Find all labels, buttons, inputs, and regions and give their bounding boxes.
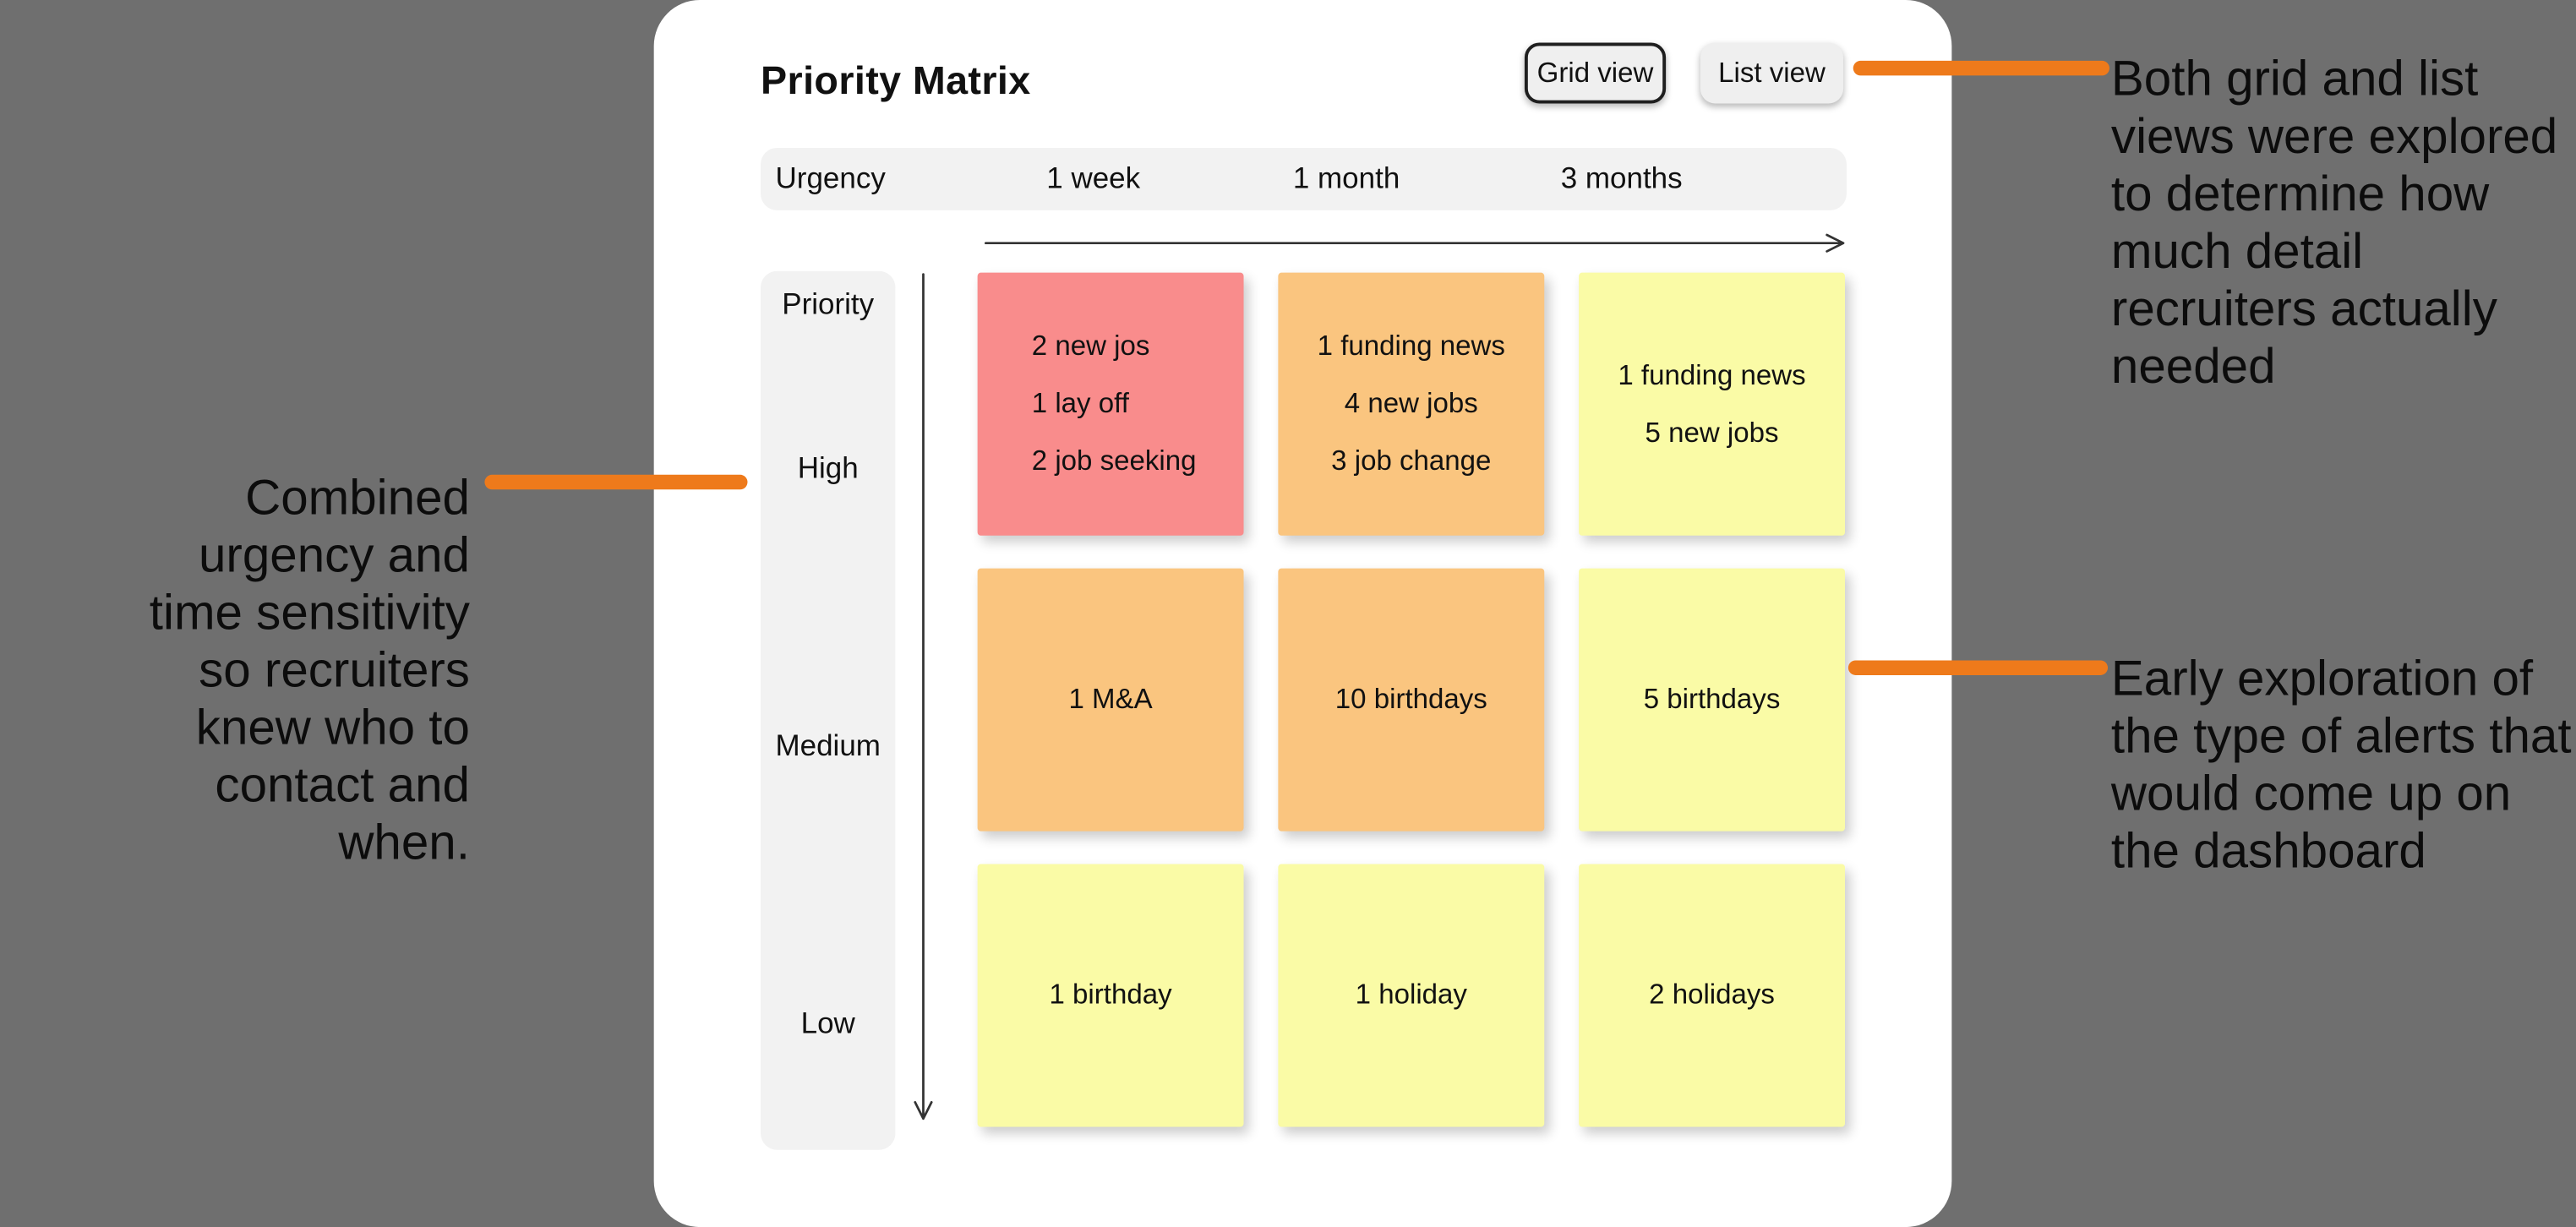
note-line: 1 lay off [1031,387,1129,419]
annotation-alerts: Early exploration of the type of alerts … [2110,652,2572,879]
note-medium-1-week: 1 M&A [977,568,1244,832]
urgency-axis-label: Urgency [775,161,886,195]
note-medium-1-month: 10 birthdays [1278,568,1545,832]
urgency-header: Urgency 1 week 1 month 3 months [761,147,1847,210]
note-high-3-months: 1 funding news 5 new jobs [1579,272,1845,536]
column-header-1-month: 1 month [1292,161,1400,195]
note-medium-3-months: 5 birthdays [1579,568,1845,832]
priority-level-low: Low [800,1006,855,1040]
note-line: 2 holidays [1649,979,1775,1011]
note-line: 5 new jobs [1645,416,1779,448]
priority-axis-arrow-icon [914,273,933,1121]
note-low-1-week: 1 birthday [977,864,1244,1127]
connector-line-views [1853,60,2109,76]
notes-grid: 2 new jos 1 lay off 2 job seeking 1 fund… [977,272,1845,1127]
note-line: 1 funding news [1618,358,1806,390]
priority-sidebar: Priority High Medium Low [761,270,896,1150]
annotation-combined: Combined urgency and time sensitivity so… [149,471,470,871]
note-low-1-month: 1 holiday [1278,864,1545,1127]
connector-line-alerts [1847,660,2109,675]
note-line: 5 birthdays [1643,683,1781,715]
note-low-3-months: 2 holidays [1579,864,1845,1127]
note-line: 1 birthday [1049,979,1172,1011]
list-view-button[interactable]: List view [1700,42,1844,104]
note-line: 4 new jobs [1344,387,1478,419]
note-high-1-week: 2 new jos 1 lay off 2 job seeking [977,272,1244,536]
urgency-axis-arrow-icon [984,233,1845,253]
grid-view-button[interactable]: Grid view [1524,42,1667,104]
priority-level-high: High [797,451,859,485]
priority-level-medium: Medium [775,729,881,762]
note-line: 2 new jos [1031,330,1150,362]
priority-axis-label: Priority [782,287,875,321]
note-line: 10 birthdays [1334,683,1487,715]
note-line: 3 job change [1331,444,1492,477]
annotation-views: Both grid and list views were explored t… [2110,52,2558,395]
connector-line-combined [484,474,748,490]
column-header-1-week: 1 week [1046,161,1141,195]
note-line: 1 holiday [1355,979,1467,1011]
panel-title: Priority Matrix [761,58,1031,104]
note-line: 2 job seeking [1031,444,1197,477]
note-line: 1 funding news [1317,330,1505,362]
priority-matrix-panel: Priority Matrix Grid view List view Urge… [653,0,1952,1227]
note-line: 1 M&A [1068,683,1153,715]
note-high-1-month: 1 funding news 4 new jobs 3 job change [1278,272,1545,536]
column-header-3-months: 3 months [1560,161,1683,195]
